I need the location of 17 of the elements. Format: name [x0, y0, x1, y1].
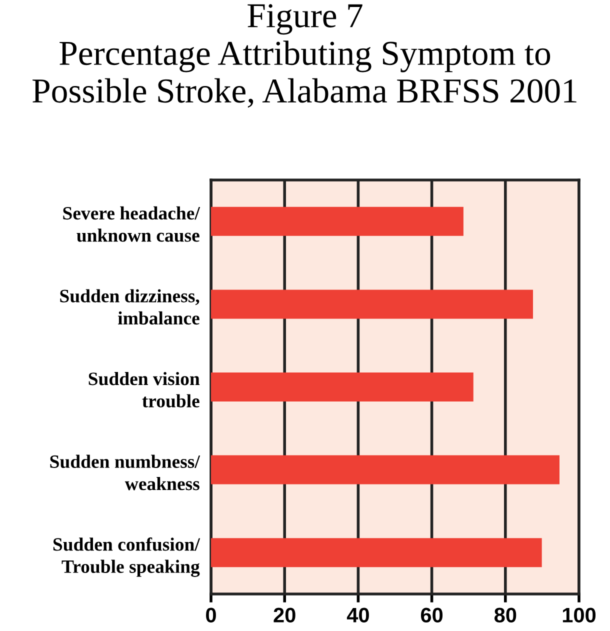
y-tick-label: Sudden numbness/ weakness — [50, 454, 200, 490]
y-tick-label: Sudden confusion/ Trouble speaking — [53, 537, 200, 577]
bar — [211, 455, 560, 484]
bar — [211, 206, 464, 236]
x-tick-label: 60 — [420, 608, 443, 622]
chart-title: Figure 7 Percentage Attributing Symptom to Possible Stroke, Alabama BRFSS 2001 — [32, 4, 576, 108]
x-tick-label: 80 — [494, 608, 516, 622]
x-tick-label: 40 — [346, 608, 369, 622]
bar — [211, 538, 542, 568]
y-tick-label: Sudden dizziness, imbalance — [60, 289, 200, 325]
bar — [211, 290, 533, 319]
x-tick-label: 20 — [274, 608, 296, 622]
x-tick-label: 0 — [206, 608, 216, 622]
x-tick-label: 100 — [562, 608, 596, 622]
y-tick-label: Sudden vision trouble — [88, 372, 200, 408]
bar — [211, 372, 474, 402]
y-tick-label: Severe headache/ unknown cause — [63, 206, 200, 242]
